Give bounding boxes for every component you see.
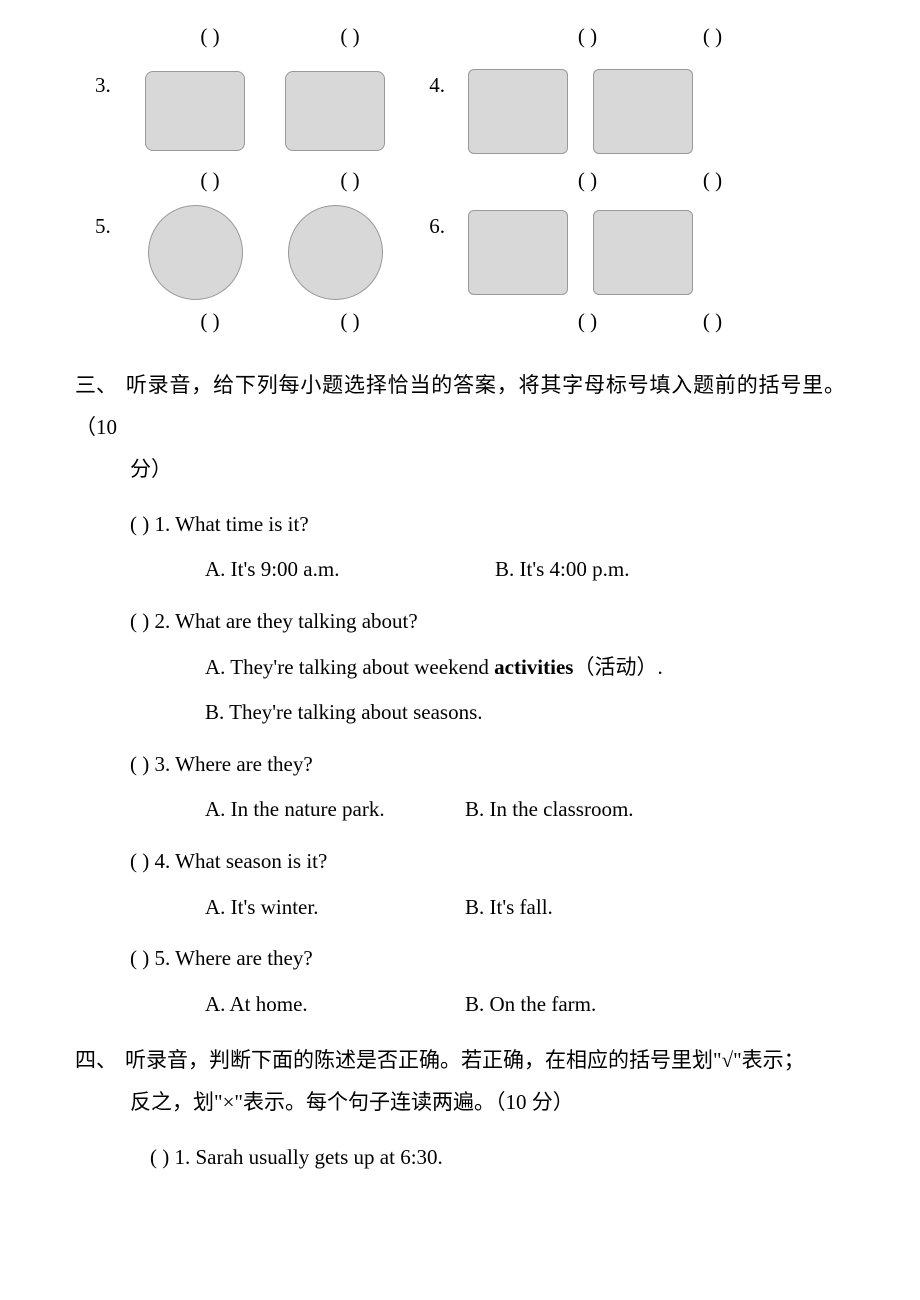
question-number: 3. bbox=[75, 64, 125, 103]
question-3-2: ( ) 2. What are they talking about? A. T… bbox=[75, 605, 845, 730]
question-3-5: ( ) 5. Where are they? A. At home. B. On… bbox=[75, 942, 845, 1021]
image-row-3-4: 3. 4. bbox=[75, 64, 845, 159]
question-number: 4. bbox=[405, 64, 455, 103]
answer-blank[interactable]: ( ) bbox=[525, 305, 650, 339]
answer-blank[interactable]: ( ) bbox=[280, 20, 420, 54]
answer-blank[interactable]: ( ) bbox=[130, 946, 149, 970]
section-title-continue: 反之，划"×"表示。每个句子连读两遍。（10 分） bbox=[75, 1081, 845, 1123]
option-b: B. On the farm. bbox=[465, 988, 596, 1022]
option-b: B. It's 4:00 p.m. bbox=[495, 553, 629, 587]
two-elephants-icon bbox=[145, 71, 245, 151]
option-a: A. In the nature park. bbox=[205, 793, 465, 827]
answer-blanks-row-3-4: ( ) ( ) ( ) ( ) bbox=[75, 164, 845, 198]
section-title-text: 听录音，给下列每小题选择恰当的答案，将其字母标号填入题前的括号里。（10 bbox=[75, 373, 845, 439]
answer-blank[interactable]: ( ) bbox=[280, 305, 420, 339]
answer-blank[interactable]: ( ) bbox=[525, 20, 650, 54]
section-title-continue: 分） bbox=[75, 448, 845, 490]
spring-scene-icon bbox=[288, 205, 383, 300]
question-text: 4. What season is it? bbox=[149, 849, 327, 873]
section-3-title: 三、听录音，给下列每小题选择恰当的答案，将其字母标号填入题前的括号里。（10 分… bbox=[75, 364, 845, 490]
winter-scene-icon bbox=[148, 205, 243, 300]
question-text: 1. Sarah usually gets up at 6:30. bbox=[169, 1145, 443, 1169]
answer-blank[interactable]: ( ) bbox=[150, 1145, 169, 1169]
section-number: 四、 bbox=[75, 1039, 125, 1081]
answer-blanks-row-prev: ( ) ( ) ( ) ( ) bbox=[75, 20, 845, 54]
answer-blank[interactable]: ( ) bbox=[140, 164, 280, 198]
answer-blank[interactable]: ( ) bbox=[650, 20, 775, 54]
option-b: B. In the classroom. bbox=[465, 793, 634, 827]
question-text: 1. What time is it? bbox=[149, 512, 308, 536]
answer-blank[interactable]: ( ) bbox=[140, 20, 280, 54]
kids-surprised-icon bbox=[468, 210, 568, 295]
girl-cooking-day-icon bbox=[468, 69, 568, 154]
question-text: 5. Where are they? bbox=[149, 946, 312, 970]
question-3-4: ( ) 4. What season is it? A. It's winter… bbox=[75, 845, 845, 924]
option-a: A. At home. bbox=[205, 988, 465, 1022]
section-4-title: 四、听录音，判断下面的陈述是否正确。若正确，在相应的括号里划"√"表示； 反之，… bbox=[75, 1039, 845, 1123]
girl-cooking-night-icon bbox=[593, 69, 693, 154]
answer-blanks-row-5-6: ( ) ( ) ( ) ( ) bbox=[75, 305, 845, 339]
answer-blank[interactable]: ( ) bbox=[130, 512, 149, 536]
answer-blank[interactable]: ( ) bbox=[130, 849, 149, 873]
option-a: A. They're talking about weekend activit… bbox=[205, 651, 845, 685]
kids-picnic-icon bbox=[593, 210, 693, 295]
elephant-drinking-icon bbox=[285, 71, 385, 151]
option-a: A. It's 9:00 a.m. bbox=[205, 553, 495, 587]
question-number: 6. bbox=[405, 205, 455, 244]
question-number: 5. bbox=[75, 205, 125, 244]
section-title-text: 听录音，判断下面的陈述是否正确。若正确，在相应的括号里划"√"表示； bbox=[125, 1048, 805, 1072]
option-b: B. They're talking about seasons. bbox=[205, 696, 845, 730]
question-3-1: ( ) 1. What time is it? A. It's 9:00 a.m… bbox=[75, 508, 845, 587]
image-row-5-6: 5. 6. bbox=[75, 205, 845, 300]
answer-blank[interactable]: ( ) bbox=[140, 305, 280, 339]
question-3-3: ( ) 3. Where are they? A. In the nature … bbox=[75, 748, 845, 827]
answer-blank[interactable]: ( ) bbox=[280, 164, 420, 198]
answer-blank[interactable]: ( ) bbox=[525, 164, 650, 198]
section-number: 三、 bbox=[75, 364, 125, 406]
question-text: 3. Where are they? bbox=[149, 752, 312, 776]
answer-blank[interactable]: ( ) bbox=[130, 609, 149, 633]
option-a: A. It's winter. bbox=[205, 891, 465, 925]
question-text: 2. What are they talking about? bbox=[149, 609, 417, 633]
question-4-1: ( ) 1. Sarah usually gets up at 6:30. bbox=[75, 1141, 845, 1175]
option-b: B. It's fall. bbox=[465, 891, 553, 925]
answer-blank[interactable]: ( ) bbox=[130, 752, 149, 776]
image-question-section: ( ) ( ) ( ) ( ) 3. 4. ( ) ( ) ( ) ( bbox=[75, 20, 845, 339]
answer-blank[interactable]: ( ) bbox=[650, 164, 775, 198]
answer-blank[interactable]: ( ) bbox=[650, 305, 775, 339]
